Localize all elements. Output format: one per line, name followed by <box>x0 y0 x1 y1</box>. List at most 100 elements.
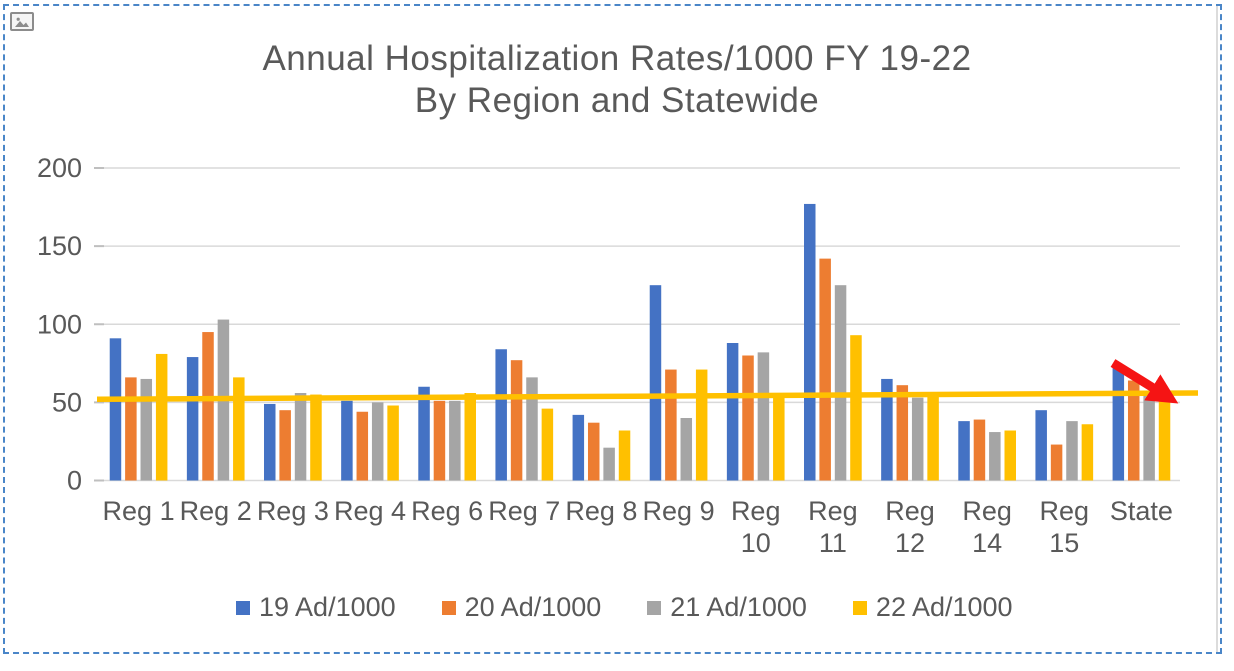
bar-reg-6-19 <box>418 386 430 481</box>
bar-reg-1-21 <box>140 378 153 481</box>
bar-reg-14-21 <box>989 432 1001 481</box>
x-axis-label: Reg <box>962 496 1012 526</box>
x-axis-label-line2: 12 <box>895 528 925 558</box>
bar-reg-10-19 <box>726 343 739 481</box>
bar-reg-12-22 <box>927 396 939 481</box>
bar-reg-11-20 <box>819 258 831 481</box>
x-axis-label: Reg <box>1040 496 1090 526</box>
bar-reg-12-19 <box>881 378 893 481</box>
bar-reg-2-19 <box>186 357 199 481</box>
bar-reg-3-19 <box>264 403 276 481</box>
y-axis-label-150: 150 <box>37 231 82 261</box>
picture-icon <box>10 12 34 31</box>
bar-reg-12-20 <box>896 385 909 481</box>
bar-reg-6-20 <box>433 400 446 481</box>
bar-state-21 <box>1143 391 1155 481</box>
bar-reg-3-20 <box>279 410 291 481</box>
x-axis-label: Reg <box>808 496 858 526</box>
bar-reg-8-20 <box>587 422 600 481</box>
chart-legend: 19 Ad/1000 20 Ad/1000 21 Ad/1000 22 Ad/1000 <box>236 592 1013 623</box>
x-axis-label: Reg 1 <box>103 496 175 526</box>
chart-title-line1: Annual Hospitalization Rates/1000 FY 19-… <box>262 39 972 78</box>
legend-item-19-ad-1000: 19 Ad/1000 <box>236 592 396 623</box>
bar-reg-6-22 <box>464 393 476 481</box>
bar-reg-7-22 <box>541 408 554 481</box>
bar-reg-7-20 <box>510 360 523 481</box>
bar-reg-6-21 <box>449 400 461 481</box>
bar-reg-12-21 <box>911 397 924 481</box>
bar-reg-9-21 <box>680 418 693 481</box>
bar-reg-4-21 <box>371 402 384 481</box>
y-axis-label-50: 50 <box>52 387 82 417</box>
legend-label: 20 Ad/1000 <box>464 592 602 622</box>
bar-reg-4-22 <box>387 405 399 481</box>
x-axis-label: Reg 6 <box>411 496 483 526</box>
x-axis-label: Reg 9 <box>643 496 715 526</box>
bar-reg-2-20 <box>202 332 214 481</box>
y-axis-label-100: 100 <box>37 309 82 339</box>
bar-reg-14-19 <box>958 421 970 481</box>
bar-reg-4-20 <box>356 411 369 481</box>
bar-reg-10-20 <box>742 355 754 481</box>
bar-reg-10-21 <box>757 352 770 481</box>
bar-reg-8-19 <box>572 414 585 481</box>
bar-reg-7-21 <box>526 377 538 481</box>
bar-state-20 <box>1127 380 1140 481</box>
image-selection-border <box>3 4 1222 654</box>
bar-reg-15-19 <box>1035 410 1047 481</box>
bar-reg-3-21 <box>294 393 307 481</box>
x-axis-label: Reg <box>731 496 781 526</box>
bar-reg-11-19 <box>804 203 816 481</box>
x-axis-label-line2: 11 <box>819 528 847 558</box>
legend-item-20-ad-1000: 20 Ad/1000 <box>441 592 602 623</box>
x-axis-label: Reg <box>885 496 935 526</box>
bar-reg-11-22 <box>850 335 862 481</box>
bar-reg-14-22 <box>1004 430 1016 481</box>
legend-item-22-ad-1000: 22 Ad/1000 <box>852 592 1013 623</box>
x-axis-label-line2: 10 <box>741 528 771 558</box>
x-axis-label: Reg 3 <box>257 496 329 526</box>
y-axis-label-0: 0 <box>67 466 82 496</box>
legend-swatch-icon <box>441 600 456 615</box>
bar-reg-8-21 <box>603 447 615 481</box>
x-axis-label: Reg 4 <box>334 496 406 526</box>
chart-title-line2: By Region and Statewide <box>414 81 820 120</box>
bar-reg-3-22 <box>310 394 322 481</box>
bar-reg-1-22 <box>155 353 168 481</box>
bar-state-19 <box>1112 368 1125 481</box>
bar-reg-9-19 <box>649 285 662 481</box>
bar-reg-8-22 <box>618 430 631 481</box>
x-axis-label-line2: 15 <box>1049 528 1079 558</box>
bar-reg-9-22 <box>695 369 708 481</box>
legend-label: 19 Ad/1000 <box>259 592 396 622</box>
bar-reg-15-20 <box>1050 444 1063 481</box>
bar-reg-15-22 <box>1081 424 1094 481</box>
x-axis-label: Reg 8 <box>565 496 637 526</box>
bar-reg-15-21 <box>1066 421 1078 481</box>
legend-label: 22 Ad/1000 <box>875 592 1013 622</box>
picture-icon-glyph <box>15 17 29 27</box>
bar-reg-7-19 <box>495 349 507 481</box>
bar-reg-1-20 <box>125 377 137 481</box>
bar-reg-14-20 <box>973 419 986 481</box>
x-axis-label: Reg 7 <box>488 496 560 526</box>
bar-reg-10-22 <box>773 393 785 481</box>
downward-trend-arrow <box>1110 359 1179 404</box>
x-axis-label: Reg 2 <box>180 496 252 526</box>
chart-title: Annual Hospitalization Rates/1000 FY 19-… <box>0 38 1234 122</box>
legend-item-21-ad-1000: 21 Ad/1000 <box>647 592 807 623</box>
bar-reg-11-21 <box>834 285 847 481</box>
bar-reg-1-19 <box>109 338 122 481</box>
y-axis-label-200: 200 <box>37 153 82 183</box>
trendline <box>96 390 1199 402</box>
legend-swatch-icon <box>647 600 662 615</box>
x-axis-label-line2: 14 <box>972 528 1002 558</box>
bar-reg-4-19 <box>341 400 353 481</box>
bar-state-22 <box>1158 396 1171 481</box>
legend-label: 21 Ad/1000 <box>670 592 807 622</box>
x-axis-label: State <box>1110 496 1173 526</box>
legend-swatch-icon <box>236 600 250 615</box>
bar-reg-9-20 <box>665 369 677 481</box>
